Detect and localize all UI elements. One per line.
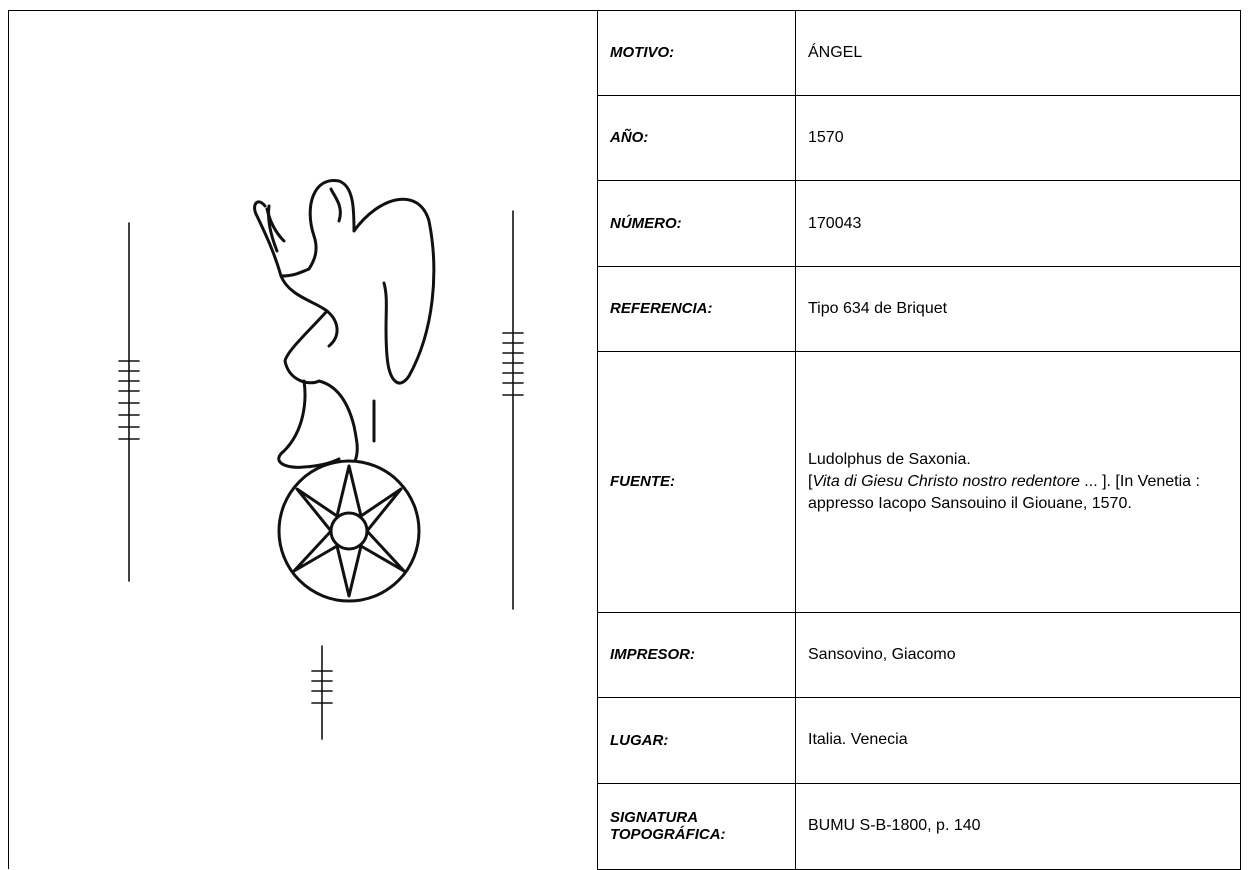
field-value: 170043 (795, 180, 1241, 267)
source-author: Ludolphus de Saxonia. (808, 450, 971, 468)
row: LUGAR: Italia. Venecia (9, 697, 1241, 784)
field-label: REFERENCIA: (597, 265, 796, 352)
field-label: FUENTE: (597, 350, 796, 613)
source-title: Vita di Giesu Christo nostro redentore (812, 472, 1080, 490)
row: NÚMERO: 170043 (9, 180, 1241, 267)
field-label: MOTIVO: (597, 10, 796, 96)
field-value: 1570 (795, 94, 1241, 182)
source-text: [ (808, 472, 813, 490)
field-label: AÑO: (597, 94, 796, 182)
field-value: Italia. Venecia (795, 697, 1241, 784)
field-label: IMPRESOR: (597, 611, 796, 699)
field-value: ÁNGEL (795, 10, 1241, 96)
field-value: Ludolphus de Saxonia. [Vita di Giesu Chri… (795, 350, 1241, 613)
row: REFERENCIA: Tipo 634 de Briquet (9, 265, 1241, 352)
field-label: SIGNATURA TOPOGRÁFICA: (597, 782, 796, 870)
watermark-record: MOTIVO: ÁNGEL AÑO: 1570 NÚMERO: 170043 R… (8, 10, 1241, 870)
row: IMPRESOR: Sansovino, Giacomo (9, 611, 1241, 699)
row: FUENTE: Ludolphus de Saxonia. [Vita di Gi… (9, 350, 1241, 613)
source-imprint: ... ]. [In Venetia : appresso Iacopo San… (808, 472, 1200, 512)
row: SIGNATURA TOPOGRÁFICA: BUMU S-B-1800, p.… (9, 782, 1241, 870)
field-value: BUMU S-B-1800, p. 140 (795, 782, 1241, 870)
field-value: Tipo 634 de Briquet (795, 265, 1241, 352)
field-label: LUGAR: (597, 697, 796, 784)
field-value: Sansovino, Giacomo (795, 611, 1241, 699)
watermark-drawing (118, 179, 524, 740)
field-label: NÚMERO: (597, 180, 796, 267)
row: MOTIVO: ÁNGEL (8, 10, 1241, 869)
watermark-cell (8, 10, 598, 869)
